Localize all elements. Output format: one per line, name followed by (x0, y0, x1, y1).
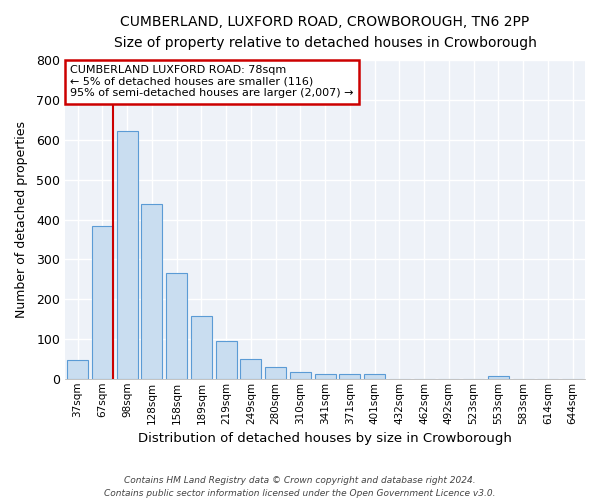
Title: CUMBERLAND, LUXFORD ROAD, CROWBOROUGH, TN6 2PP
Size of property relative to deta: CUMBERLAND, LUXFORD ROAD, CROWBOROUGH, T… (113, 15, 536, 50)
Bar (166, 274, 187, 379)
Bar (340, 374, 361, 379)
Bar (142, 204, 163, 379)
Bar (92, 226, 113, 379)
Bar (215, 341, 236, 379)
Bar (241, 359, 262, 379)
Bar (265, 367, 286, 379)
Bar (191, 316, 212, 379)
Bar (116, 131, 137, 379)
Bar (314, 374, 335, 379)
Bar (488, 376, 509, 379)
X-axis label: Distribution of detached houses by size in Crowborough: Distribution of detached houses by size … (138, 432, 512, 445)
Bar (67, 360, 88, 379)
Bar (290, 372, 311, 379)
Text: Contains HM Land Registry data © Crown copyright and database right 2024.
Contai: Contains HM Land Registry data © Crown c… (104, 476, 496, 498)
Y-axis label: Number of detached properties: Number of detached properties (15, 121, 28, 318)
Text: CUMBERLAND LUXFORD ROAD: 78sqm
← 5% of detached houses are smaller (116)
95% of : CUMBERLAND LUXFORD ROAD: 78sqm ← 5% of d… (70, 66, 354, 98)
Bar (364, 374, 385, 379)
